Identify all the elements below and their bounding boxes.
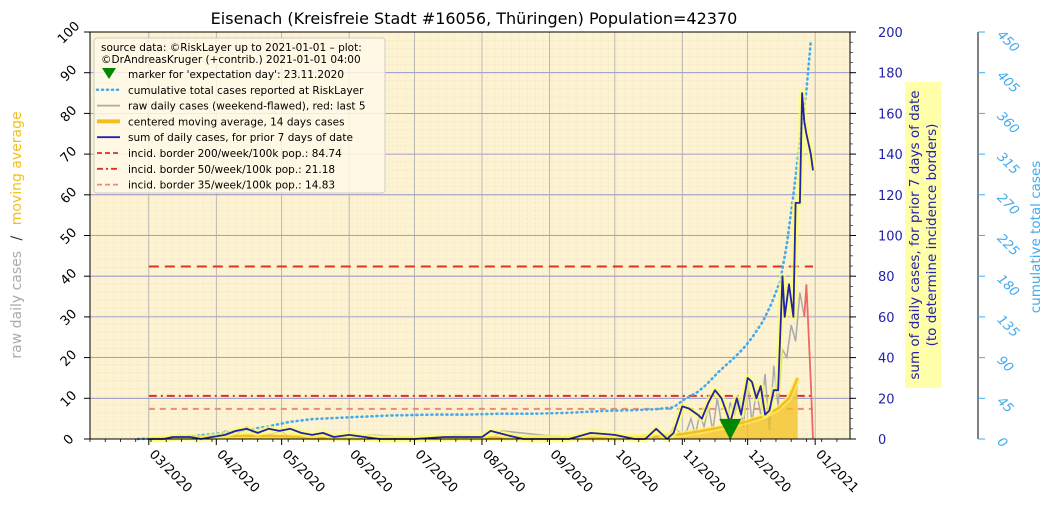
cumulative-tick-label: 270 <box>994 191 1022 219</box>
left-tick-label: 10 <box>58 388 80 410</box>
left-tick-label: 30 <box>58 307 80 329</box>
legend-entry: incid. border 35/week/100k pop.: 14.83 <box>97 180 335 192</box>
cumulative-tick-label: 225 <box>994 231 1022 259</box>
seven-day-sum-line <box>148 92 814 440</box>
legend-entry: raw daily cases (weekend-flawed), red: l… <box>97 101 366 113</box>
right-axis-cumulative: 0 45 90 135 180 225 270 315 360 405 450 <box>977 28 1022 451</box>
legend-header-line-2: ©DrAndreasKruger (+contrib.) 2021-01-01 … <box>101 54 361 66</box>
x-tick-label: 04/2020 <box>213 447 262 496</box>
left-tick-label: 50 <box>58 225 80 247</box>
left-tick-label: 80 <box>58 103 80 125</box>
legend-entry: incid. border 200/week/100k pop.: 84.74 <box>97 148 342 160</box>
legend-box <box>93 37 386 194</box>
left-tick-label: 0 <box>61 432 77 448</box>
cumulative-tick-label: 180 <box>994 272 1022 300</box>
legend-label: sum of daily cases, for prior 7 days of … <box>128 132 353 144</box>
right-tick-label: 80 <box>878 270 895 285</box>
legend-label: incid. border 200/week/100k pop.: 84.74 <box>128 148 342 160</box>
left-axis-label: raw daily cases / moving average <box>9 111 25 358</box>
x-tick-label: 06/2020 <box>346 447 395 496</box>
cumulative-tick-label: 315 <box>994 150 1022 178</box>
legend-header-line-1: source data: ©RiskLayer up to 2021-01-01… <box>101 42 362 54</box>
cumulative-tick-label: 0 <box>994 435 1010 451</box>
legend-entry: centered moving average, 14 days cases <box>97 116 345 128</box>
legend-entry: marker for 'expectation day': 23.11.2020 <box>102 68 344 81</box>
cumulative-cases-series <box>136 39 813 441</box>
left-tick-label: 100 <box>55 19 83 47</box>
left-tick-label: 90 <box>58 63 80 85</box>
cumulative-tick-label: 405 <box>994 68 1022 96</box>
x-tick-label: 10/2020 <box>612 447 661 496</box>
expectation-day-triangle <box>719 418 742 440</box>
left-tick-label: 60 <box>58 185 80 207</box>
left-tick-label: 20 <box>58 348 80 370</box>
legend-label: incid. border 50/week/100k pop.: 21.18 <box>128 164 335 176</box>
seven-day-sum-series <box>148 89 817 443</box>
left-axis-label-moving-average: moving average <box>9 111 25 225</box>
right-tick-label: 0 <box>878 433 886 448</box>
right-tick-label: 60 <box>878 311 895 326</box>
legend-entry: incid. border 50/week/100k pop.: 21.18 <box>97 164 335 176</box>
legend-label: cumulative total cases reported at RiskL… <box>128 85 364 97</box>
left-axis-label-separator: / <box>9 235 25 240</box>
legend-entry: cumulative total cases reported at RiskL… <box>95 85 364 97</box>
x-tick-label: 03/2020 <box>146 447 195 496</box>
x-tick-label: 01/2021 <box>812 447 861 496</box>
x-axis: 03/2020 04/2020 05/2020 06/2020 07/2020 08/20… <box>89 439 861 496</box>
legend-label: incid. border 35/week/100k pop.: 14.83 <box>128 180 335 192</box>
chart-title: Eisenach (Kreisfreie Stadt #16056, Thüri… <box>211 9 738 28</box>
right-axis-label-line-2: (to determine incidence borders) <box>924 124 940 347</box>
cumulative-tick-label: 360 <box>994 109 1022 137</box>
right-tick-label: 140 <box>878 148 903 163</box>
legend-entries: marker for 'expectation day': 23.11.2020… <box>95 68 366 192</box>
legend: source data: ©RiskLayer up to 2021-01-01… <box>93 37 386 194</box>
left-axis: 0 10 20 30 40 50 60 70 80 90 100 <box>55 19 90 448</box>
x-tick-label: 12/2020 <box>745 447 794 496</box>
x-tick-label: 09/2020 <box>547 447 596 496</box>
expectation-day-marker <box>719 418 742 440</box>
right-tick-label: 20 <box>878 392 895 407</box>
right-tick-label: 180 <box>878 67 903 82</box>
cumulative-tick-label: 450 <box>994 28 1022 56</box>
right-tick-label: 40 <box>878 352 895 367</box>
legend-swatch-marker <box>102 68 116 79</box>
left-axis-label-raw: raw daily cases <box>9 251 25 359</box>
right-axis-seven-day-sum: 0 20 40 60 80 100 120 140 160 180 200 <box>850 26 903 448</box>
x-tick-label: 05/2020 <box>279 447 328 496</box>
cumulative-tick-label: 45 <box>994 394 1016 416</box>
x-tick-label: 07/2020 <box>412 447 461 496</box>
right-tick-label: 100 <box>878 230 903 245</box>
legend-entry: sum of daily cases, for prior 7 days of … <box>97 132 353 144</box>
legend-label: raw daily cases (weekend-flawed), red: l… <box>128 101 366 113</box>
right-tick-label: 200 <box>878 26 903 41</box>
cumulative-tick-label: 135 <box>994 313 1022 341</box>
right-tick-label: 160 <box>878 107 903 122</box>
right-axis-label-box <box>905 82 941 388</box>
cumulative-tick-label: 90 <box>994 353 1016 375</box>
legend-label: marker for 'expectation day': 23.11.2020 <box>128 69 344 81</box>
cumulative-cases-line <box>136 39 813 441</box>
x-tick-label: 08/2020 <box>479 447 528 496</box>
left-tick-label: 40 <box>58 266 80 288</box>
major-grid <box>90 31 850 440</box>
right-tick-label: 120 <box>878 189 903 204</box>
raw-daily-cases-last-five-line <box>803 284 814 440</box>
cumulative-axis-label: cumulative total cases <box>1028 161 1044 314</box>
legend-label: centered moving average, 14 days cases <box>128 116 345 128</box>
x-tick-label: 11/2020 <box>679 447 728 496</box>
right-axis-label-line-1: sum of daily cases, for prior 7 days of … <box>907 90 923 379</box>
left-tick-label: 70 <box>58 144 80 166</box>
